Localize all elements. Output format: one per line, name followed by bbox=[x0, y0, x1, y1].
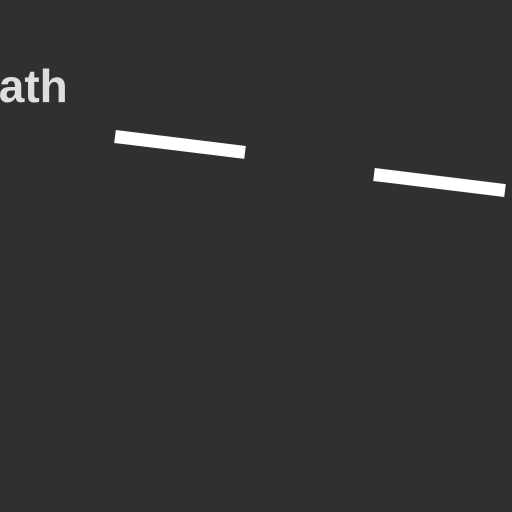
right-dash-mark bbox=[373, 168, 506, 198]
left-dash-mark bbox=[114, 130, 246, 159]
page-title: iath bbox=[0, 60, 68, 112]
